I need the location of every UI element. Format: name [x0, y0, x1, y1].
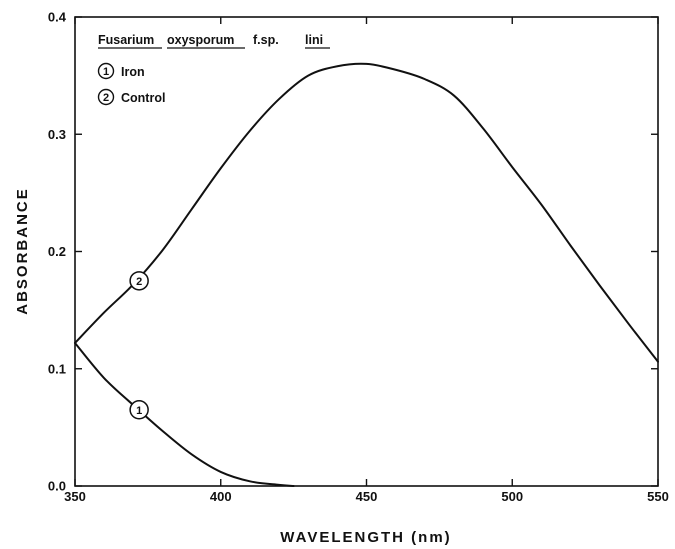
legend-marker-number-1: 1 [103, 66, 109, 78]
axis-ticks [74, 16, 659, 487]
x-tick-label: 400 [210, 489, 232, 504]
y-tick-label: 0.4 [48, 10, 67, 25]
legend-item-control: 2 Control [97, 88, 165, 106]
curve-marker-label-1: 1 [136, 405, 142, 417]
legend: 1 Iron 2 Control [97, 62, 165, 106]
chart-title: Fusarium oxysporum f.sp. lini [98, 33, 330, 49]
title-word-fusarium: Fusarium [98, 33, 154, 47]
x-tick-label: 550 [647, 489, 669, 504]
curve-markers: 21 [129, 271, 149, 420]
legend-marker-circle-2 [97, 88, 115, 106]
y-tick-label: 0.1 [48, 361, 66, 376]
title-word-lini: lini [305, 33, 323, 47]
legend-marker-number-2: 2 [103, 92, 109, 104]
curve-marker-circle-2 [129, 271, 149, 291]
x-tick-label: 450 [356, 489, 378, 504]
y-tick-label: 0.0 [48, 479, 66, 494]
y-tick-label: 0.3 [48, 127, 66, 142]
y-tick-labels: 0.0 0.1 0.2 0.3 0.4 [48, 10, 67, 494]
legend-label-control: Control [121, 91, 165, 105]
curve-marker-circle-1 [129, 400, 149, 420]
y-axis-label: ABSORBANCE [14, 187, 31, 315]
x-tick-label: 500 [501, 489, 523, 504]
x-tick-label: 350 [64, 489, 86, 504]
curve-marker-label-2: 2 [136, 276, 142, 288]
series-lines [74, 62, 659, 487]
series-line-iron [74, 341, 295, 487]
legend-marker-circle-1 [97, 62, 115, 80]
series-line-control [74, 62, 659, 363]
title-word-fsp: f.sp. [253, 33, 279, 47]
y-tick-label: 0.2 [48, 244, 66, 259]
legend-label-iron: Iron [121, 65, 145, 79]
x-tick-labels: 350 400 450 500 550 [64, 489, 669, 504]
title-word-oxysporum: oxysporum [167, 33, 234, 47]
legend-item-iron: 1 Iron [97, 62, 145, 80]
x-axis-label: WAVELENGTH (nm) [280, 529, 451, 546]
